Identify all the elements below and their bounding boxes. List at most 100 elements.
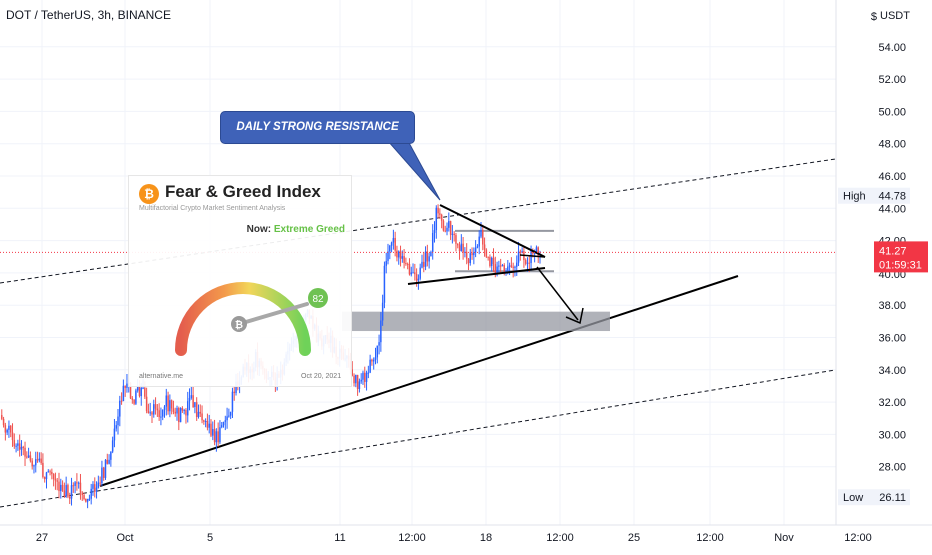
candle-body (228, 415, 230, 417)
candle-body (81, 492, 84, 496)
candle-body (360, 379, 362, 382)
candle-body (365, 372, 368, 382)
candle-body (353, 375, 355, 384)
candle-body (383, 265, 386, 303)
candle-body (6, 429, 8, 433)
candle-body (76, 482, 78, 484)
candle-body (104, 459, 107, 478)
currency-symbol: $ (871, 11, 877, 23)
candle-body (108, 459, 110, 464)
candle-body (163, 406, 166, 410)
candle-body (485, 249, 488, 257)
candle-body (367, 372, 370, 374)
candle-body (235, 381, 237, 394)
candle-body (355, 374, 357, 384)
price-tick-label: 50.00 (878, 106, 906, 118)
time-tick-label: 11 (334, 532, 345, 544)
fear-greed-site: alternative.me (139, 373, 183, 380)
candle-body (33, 465, 35, 467)
candle-body (85, 499, 87, 502)
candle-body (79, 482, 82, 493)
candle-body (480, 230, 482, 237)
candle-body (222, 421, 225, 426)
candle-body (149, 412, 151, 414)
fear-greed-title: Fear & Greed Index (165, 182, 321, 201)
time-axis: 27 Oct 5 11 12:00 18 12:00 25 12:00 Nov 12:00 (0, 524, 932, 550)
candle-body (92, 484, 94, 489)
candle-body (156, 408, 159, 411)
time-tick-label: 12:00 (546, 532, 574, 544)
price-tick-label: 36.00 (878, 333, 906, 345)
last-price-value: 41.27 (879, 245, 907, 257)
candle-body (47, 471, 50, 473)
gauge-arc (175, 282, 311, 356)
candle-body (161, 409, 164, 417)
candle-body (430, 251, 432, 257)
candle-body (503, 265, 505, 273)
candle-body (421, 261, 423, 268)
candle-body (510, 265, 513, 267)
candle-body (517, 251, 520, 263)
candle-body (31, 460, 33, 467)
candle-body (496, 266, 498, 274)
time-tick-label: 12:00 (398, 532, 426, 544)
candle-body (204, 421, 207, 423)
candle-body (26, 456, 28, 458)
time-tick-label: 27 (36, 532, 48, 544)
candle-body (74, 482, 76, 486)
low-label-bg (838, 489, 910, 506)
candle-body (378, 342, 380, 346)
candle-body (122, 385, 125, 402)
candle-body (190, 395, 193, 398)
candle-body (135, 390, 137, 404)
candle-body (376, 345, 379, 358)
fear-greed-widget: ₿ Fear & Greed Index Multifactorial Cryp… (128, 175, 352, 387)
price-tick-label: 52.00 (878, 74, 906, 86)
candle-body (77, 482, 80, 484)
candle-body (56, 480, 58, 482)
price-tick-label: 32.00 (878, 397, 906, 409)
candle-body (458, 245, 461, 252)
candle-body (446, 227, 448, 232)
triangle-apex-line (519, 254, 546, 258)
candle-body (217, 431, 219, 443)
candle-body (206, 421, 209, 428)
candle-body (437, 207, 439, 214)
candle-body (419, 267, 421, 279)
candle-body (176, 408, 178, 414)
candle-body (478, 236, 480, 247)
candle-body (52, 474, 55, 480)
candle-body (455, 235, 457, 244)
gauge-needle (237, 302, 309, 326)
candle-body (126, 383, 128, 388)
candle-body (215, 431, 218, 443)
candle-body (371, 359, 373, 362)
price-axis: 54.0052.0050.0048.0046.0044.0042.0038.00… (835, 0, 932, 525)
candle-body (442, 220, 445, 231)
candle-body (490, 257, 493, 267)
candle-body (17, 443, 19, 446)
candle-body (58, 481, 60, 492)
candle-body (476, 246, 479, 248)
candle-body (144, 387, 146, 397)
candle-body (512, 266, 514, 268)
candle-body (201, 413, 203, 421)
candle-body (54, 479, 57, 481)
candle-body (24, 447, 26, 457)
candle-body (394, 237, 396, 251)
candle-body (524, 260, 527, 264)
candle-body (45, 472, 48, 480)
candle-body (372, 359, 375, 362)
candle-body (521, 251, 523, 253)
candle-body (94, 484, 96, 492)
candle-body (145, 396, 148, 412)
bar-countdown: 01:59:31 (879, 259, 922, 271)
candle-body (389, 245, 391, 252)
candle-body (362, 372, 364, 380)
candle-body (72, 485, 75, 487)
candle-body (498, 265, 500, 267)
candle-body (351, 369, 354, 376)
candle-body (65, 485, 67, 497)
candle-body (412, 272, 414, 274)
price-tick-label: 34.00 (878, 365, 906, 377)
